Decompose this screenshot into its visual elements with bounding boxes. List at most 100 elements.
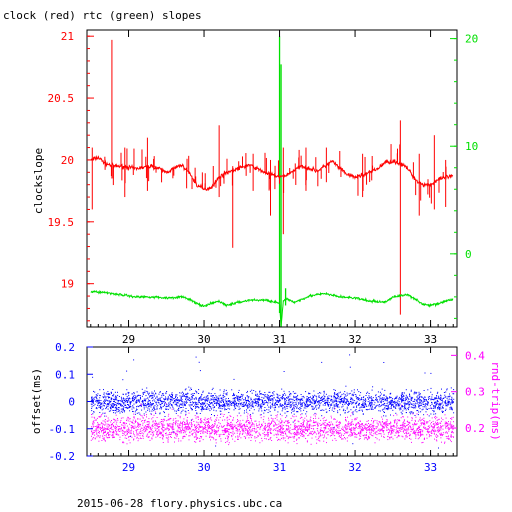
offset-point [387,405,389,407]
rndtrip-point [107,428,108,430]
rndtrip-point [351,421,353,423]
offset-point [99,397,101,399]
offset-point [132,399,134,401]
offset-point [271,404,273,406]
rndtrip-point [119,428,120,430]
offset-point [190,393,192,395]
offset-point [383,415,385,417]
offset-point [210,403,212,404]
offset-point [176,402,178,404]
rndtrip-point [215,432,217,434]
offset-point [358,404,360,406]
offset-point [248,403,250,405]
offset-point [100,406,102,408]
offset-point [400,400,402,402]
rndtrip-point [149,427,151,429]
offset-point [218,398,220,400]
rndtrip-point [365,437,367,439]
rndtrip-point [393,420,395,422]
offset-point [407,403,409,405]
offset-point [223,405,225,407]
offset-point [286,415,288,417]
rndtrip-point [325,427,327,429]
rndtrip-point [348,421,350,423]
rndtrip-point [302,424,304,426]
rndtrip-point [422,434,424,436]
rndtrip-point [453,421,454,423]
rndtrip-point [157,434,159,436]
offset-point [274,405,276,407]
rndtrip-point [370,431,372,433]
offset-point [306,400,308,402]
rndtrip-point [152,433,154,435]
rndtrip-point [299,432,301,434]
offset-point [361,397,363,399]
offset-point [156,396,158,398]
rndtrip-point [127,433,128,435]
offset-point [222,394,224,396]
offset-point [250,407,252,409]
rndtrip-point [142,433,144,435]
offset-point [133,394,135,396]
offset-point [253,398,255,400]
offset-point [223,404,225,406]
rndtrip-point [218,422,220,424]
offset-point [287,411,289,412]
rndtrip-point [232,427,234,429]
offset-point [120,410,122,412]
offset-point [360,399,362,400]
rndtrip-point [168,413,170,415]
offset-point [125,394,127,396]
rndtrip-point [384,423,386,425]
offset-point [144,392,146,394]
offset-point [344,412,346,414]
rndtrip-point [402,425,404,427]
offset-point [226,401,228,403]
rndtrip-point [330,421,332,423]
rndtrip-point [287,425,289,427]
rndtrip-point [346,427,348,429]
offset-point [198,399,200,401]
offset-point [416,391,418,393]
offset-point [452,402,454,403]
offset-point [400,411,402,413]
offset-point [167,405,169,407]
offset-point [409,411,411,413]
offset-point [364,406,366,408]
offset-point [96,400,98,402]
offset-point [232,398,234,400]
offset-point [387,407,389,409]
rndtrip-point [146,426,148,428]
rndtrip-point [438,431,440,433]
offset-point [259,391,260,393]
rndtrip-point [154,427,156,429]
rndtrip-point [248,427,250,429]
offset-point [180,398,182,399]
offset-point [439,403,441,405]
rndtrip-point [136,429,138,431]
offset-point [385,395,387,397]
rndtrip-point [323,424,325,426]
offset-point [254,401,256,403]
rndtrip-point [128,427,130,429]
rndtrip-point [255,431,257,433]
offset-point [129,404,131,406]
rndtrip-point [287,428,289,430]
rndtrip-point [408,421,410,423]
offset-point [118,407,120,409]
rndtrip-point [319,423,321,425]
rndtrip-point [267,435,269,437]
rndtrip-point [283,432,285,434]
offset-point [180,404,182,406]
rndtrip-point [216,434,218,436]
offset-point [139,400,141,402]
rndtrip-point [345,432,347,434]
rndtrip-point [297,431,299,433]
offset-point [257,395,259,397]
rndtrip-point [234,432,236,434]
rndtrip-point [365,435,367,436]
offset-point [453,412,455,414]
offset-point [292,391,294,393]
rndtrip-point [133,427,135,429]
offset-point [337,396,339,398]
